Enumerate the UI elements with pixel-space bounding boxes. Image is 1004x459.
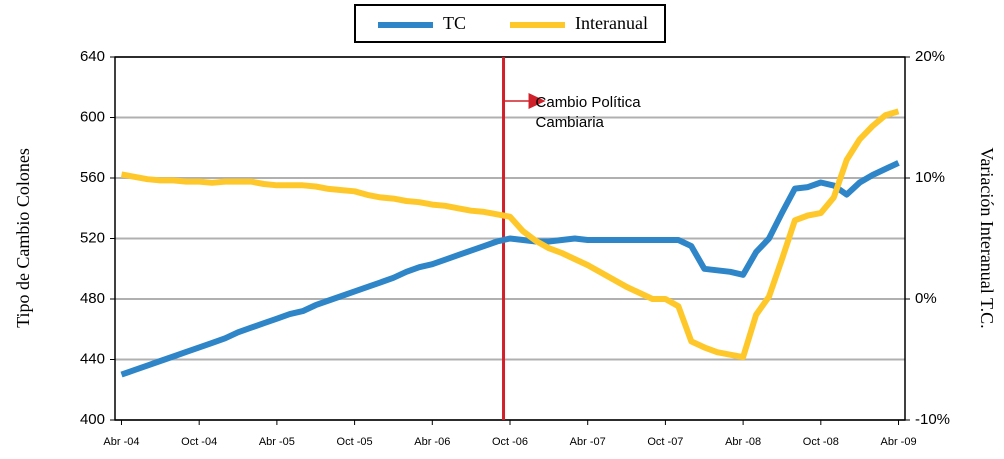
series-line xyxy=(120,160,900,378)
annotation-text: Cambio Política xyxy=(536,94,642,111)
annotation-text: Cambiaria xyxy=(536,114,605,131)
legend-label: TC xyxy=(443,13,466,33)
annotation-arrowhead xyxy=(528,93,546,109)
y2-axis-title: Variación Interanual T.C. xyxy=(977,147,997,328)
x-tick-label: Oct -06 xyxy=(492,436,528,448)
x-tick-label: Abr -05 xyxy=(259,436,295,448)
y-tick-label: 440 xyxy=(80,350,105,367)
x-tick-label: Oct -05 xyxy=(337,436,373,448)
y2-tick-label: -10% xyxy=(915,411,950,428)
x-tick-label: Abr -04 xyxy=(103,436,139,448)
x-tick-label: Oct -04 xyxy=(181,436,217,448)
series-line xyxy=(120,108,900,361)
x-tick-label: Abr -08 xyxy=(725,436,761,448)
x-tick-label: Abr -09 xyxy=(880,436,916,448)
x-tick-label: Oct -07 xyxy=(647,436,683,448)
y2-tick-label: 10% xyxy=(915,169,945,186)
y-tick-label: 600 xyxy=(80,108,105,125)
y2-tick-label: 20% xyxy=(915,48,945,65)
x-tick-label: Oct -08 xyxy=(803,436,839,448)
y-tick-label: 640 xyxy=(80,48,105,65)
y2-tick-label: 0% xyxy=(915,290,937,307)
y-tick-label: 480 xyxy=(80,290,105,307)
legend-label: Interanual xyxy=(575,13,648,33)
y-tick-label: 560 xyxy=(80,169,105,186)
y-axis-title: Tipo de Cambio Colones xyxy=(13,148,33,328)
y-tick-label: 520 xyxy=(80,229,105,246)
x-tick-label: Abr -06 xyxy=(414,436,450,448)
x-tick-label: Abr -07 xyxy=(570,436,606,448)
y-tick-label: 400 xyxy=(80,411,105,428)
